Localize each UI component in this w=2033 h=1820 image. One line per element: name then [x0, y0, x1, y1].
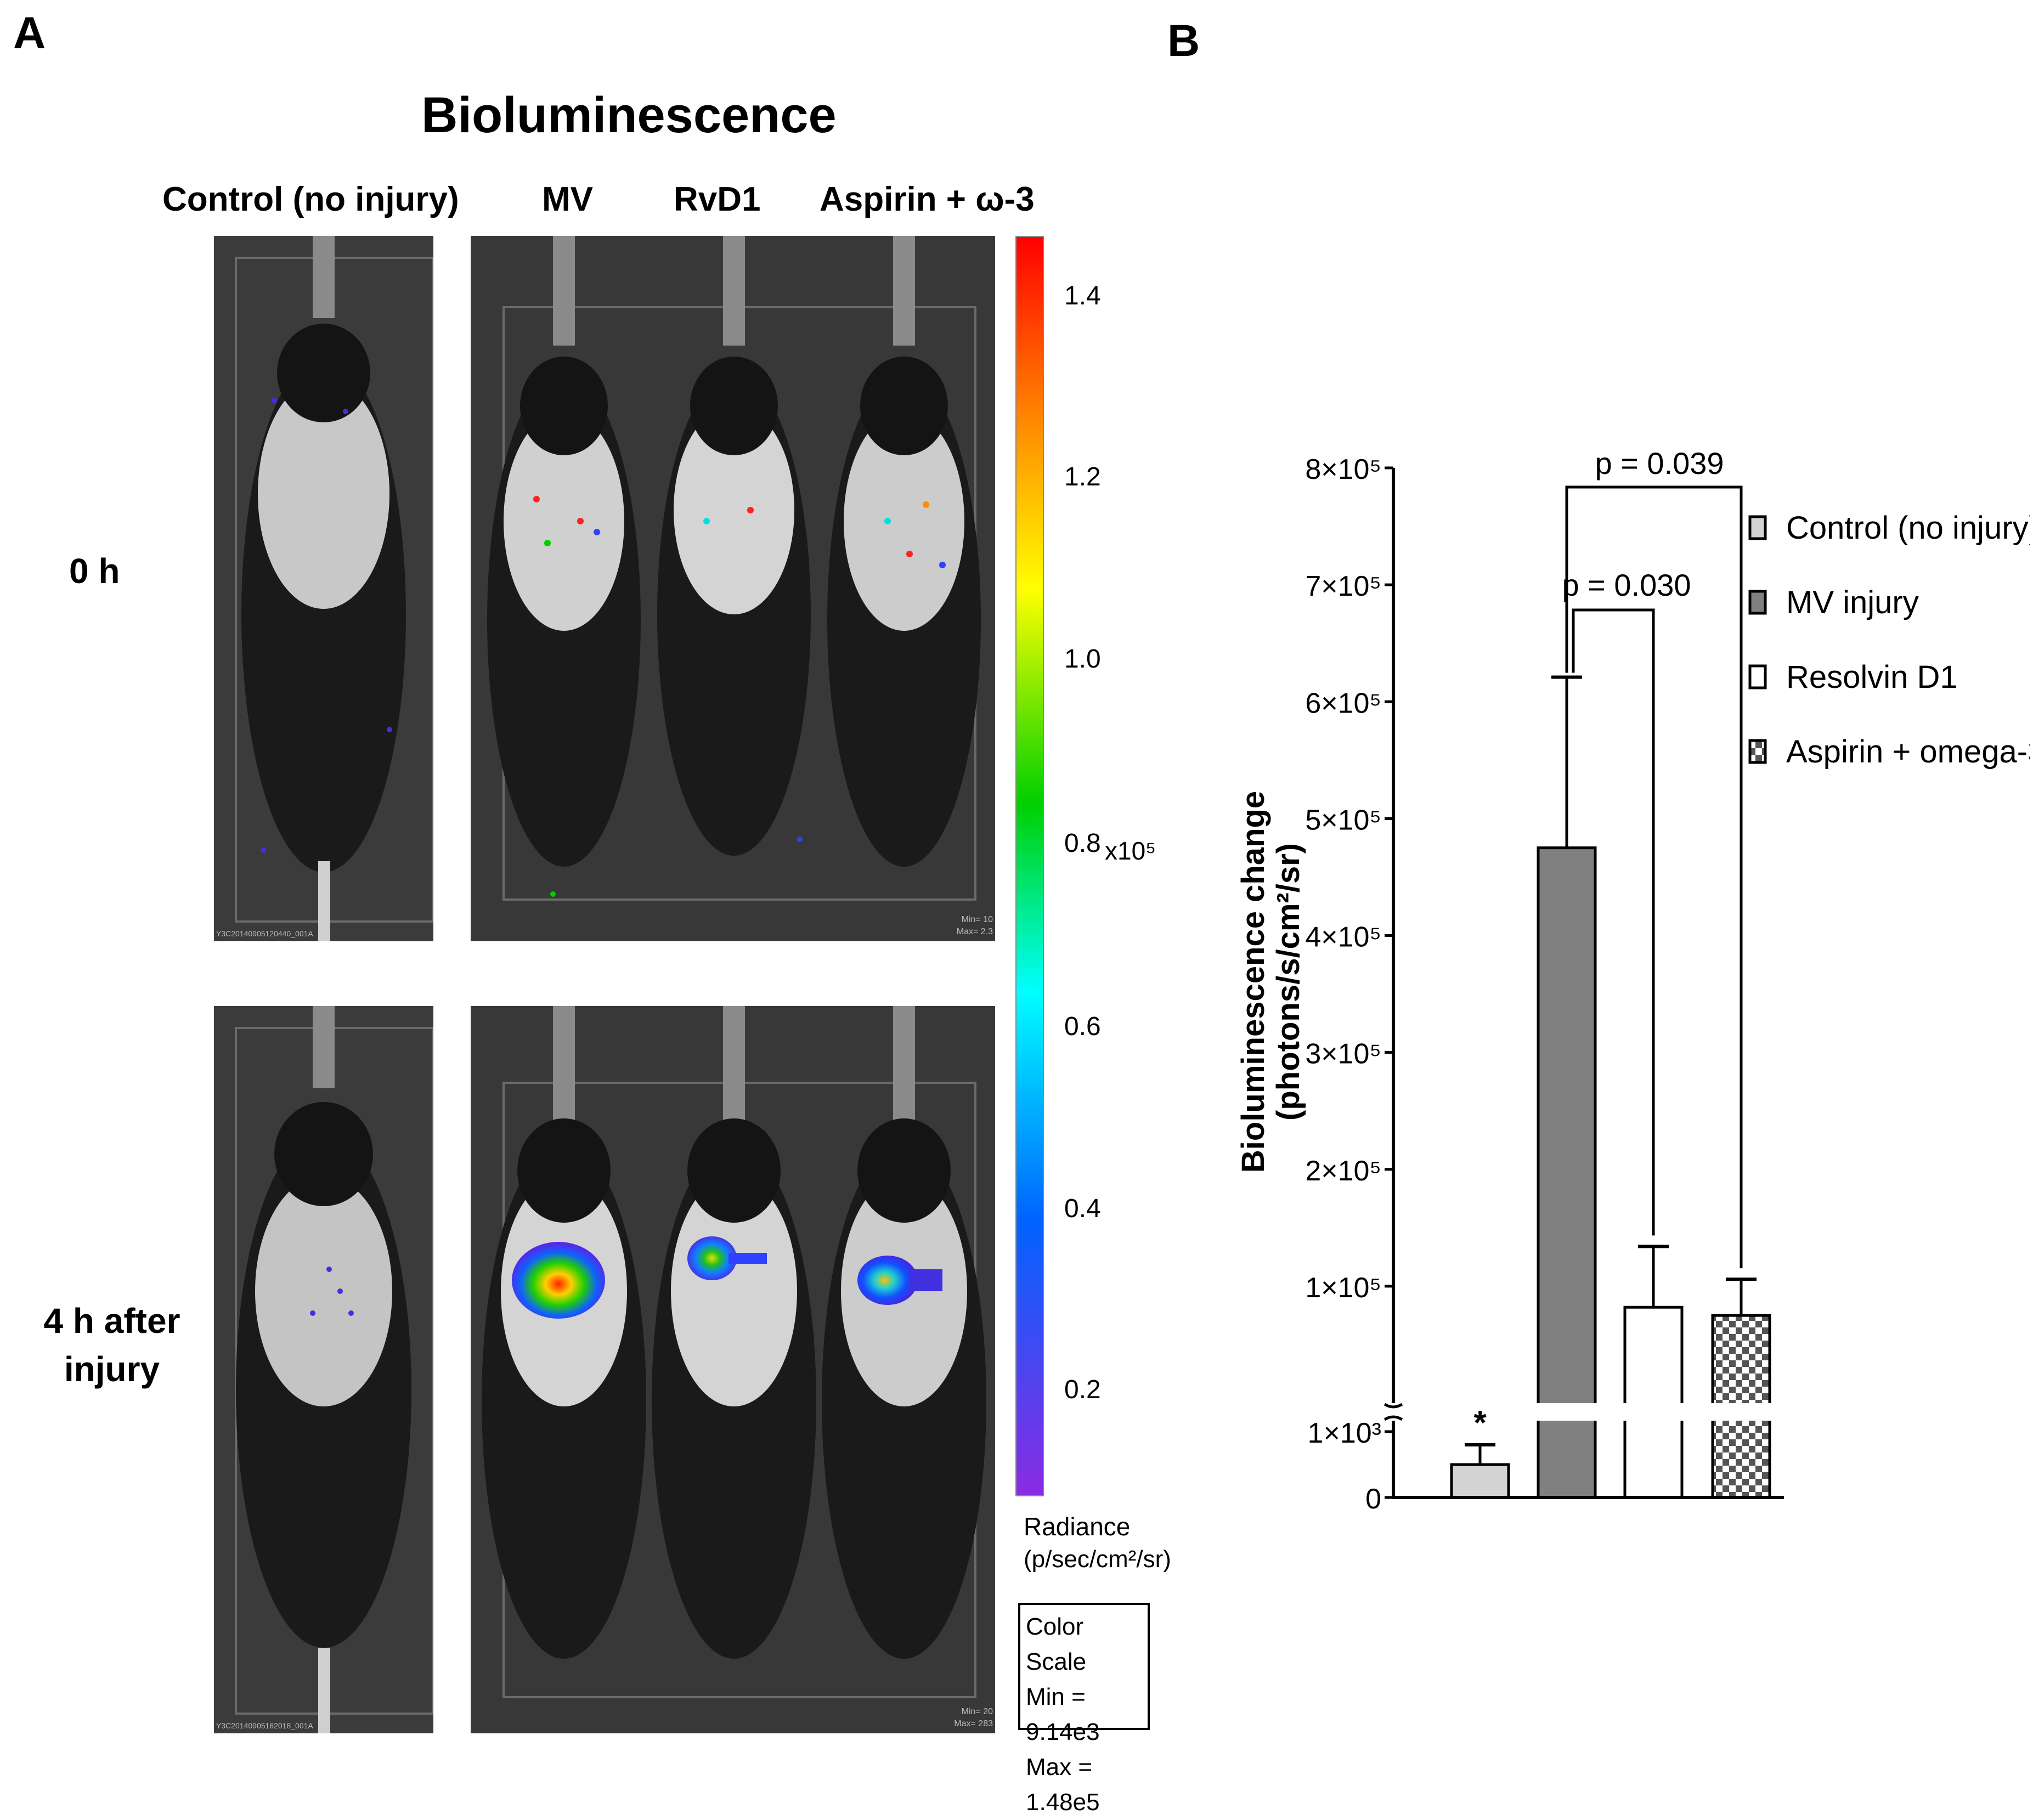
row-label-0h: 0 h — [69, 551, 120, 591]
column-label-rvd1: RvD1 — [674, 180, 761, 218]
column-label-control: Control (no injury) — [162, 180, 459, 218]
bar-chart: 1×10⁵ 2×10⁵ 3×10⁵ 4×10⁵ 5×10⁵ 6×10⁵ 7×10⁵ 8×10⁵… — [1235, 446, 2030, 1515]
legend-swatch-2 — [1748, 664, 1767, 689]
image-groups-4h: Min= 20 Max= 283 — [471, 1006, 995, 1733]
image-stamp-control-0h: Y3C20140905120440_001A — [216, 929, 313, 938]
legend-swatch-1 — [1748, 590, 1767, 615]
bar-0 — [1450, 1463, 1510, 1499]
image-control-4h: Y3C20140905162018_001A — [214, 1006, 433, 1733]
significance-bracket-1 — [1572, 608, 1655, 1236]
y-axis-title-line2: (photons/s/cm²/sr) — [1270, 843, 1306, 1121]
legend-label-2: Resolvin D1 — [1786, 659, 1958, 695]
legend-label-0: Control (no injury) — [1786, 510, 2030, 546]
image-stamp-groups-4h-min: Min= 20 — [961, 1707, 993, 1716]
colorbar-tick-1-2: 1.2 — [1064, 462, 1101, 491]
colorbar-tick-0-6: 0.6 — [1064, 1012, 1101, 1041]
y-tick-label-lower-1: 1×10³ — [1308, 1417, 1381, 1449]
radiance-label: Radiance — [1024, 1512, 1131, 1541]
y-tick-label-upper-6: 7×10⁵ — [1305, 570, 1381, 602]
colorbar-tick-0-4: 0.4 — [1064, 1194, 1101, 1223]
radiance-units: (p/sec/cm²/sr) — [1024, 1546, 1171, 1573]
legend-label-1: MV injury — [1786, 585, 1919, 620]
image-groups-0h: Min= 10 Max= 2.3 — [471, 236, 995, 941]
color-scale-max: Max = 1.48e5 — [1026, 1754, 1100, 1816]
panel-a-letter: A — [13, 8, 46, 58]
legend-swatch-3 — [1748, 739, 1767, 764]
significance-label-0: p = 0.039 — [1595, 446, 1724, 481]
image-stamp-groups-0h-max: Max= 2.3 — [956, 927, 993, 936]
axis-break-mark-low — [1383, 1415, 1403, 1421]
legend-label-3: Aspirin + omega-3 — [1786, 734, 2030, 770]
colorbar-exponent: x10⁵ — [1105, 836, 1156, 865]
y-tick-label-upper-3: 4×10⁵ — [1305, 922, 1381, 953]
y-tick-label-upper-4: 5×10⁵ — [1305, 804, 1381, 836]
column-label-aspirin: Aspirin + ω-3 — [820, 180, 1035, 218]
axis-break-gap — [1426, 1403, 1777, 1421]
y-tick-label-lower-0: 0 — [1365, 1483, 1381, 1515]
significance-label-1: p = 0.030 — [1562, 568, 1691, 602]
image-control-0h: Y3C20140905120440_001A — [214, 236, 433, 941]
panel-a-title: Bioluminescence — [421, 87, 837, 143]
colorbar-tick-1-0: 1.0 — [1064, 645, 1101, 674]
bar-2 — [1623, 1305, 1684, 1499]
legend-swatch-0 — [1748, 515, 1767, 540]
y-tick-label-upper-7: 8×10⁵ — [1305, 454, 1381, 485]
colorbar — [1015, 236, 1044, 1496]
colorbar-tick-0-8: 0.8 — [1064, 829, 1101, 858]
y-tick-label-upper-1: 2×10⁵ — [1305, 1155, 1381, 1187]
color-scale-min: Min = 9.14e3 — [1026, 1683, 1100, 1745]
y-axis-title-line1: Bioluminescence change — [1235, 791, 1271, 1173]
column-label-mv: MV — [542, 180, 593, 218]
image-stamp-groups-0h-min: Min= 10 — [961, 915, 993, 924]
row-label-4h: 4 h after injury — [43, 1301, 180, 1389]
significance-asterisk: * — [1473, 1404, 1487, 1441]
color-scale-box: Color Scale Min = 9.14e3 Max = 1.48e5 — [1018, 1603, 1150, 1816]
y-tick-label-upper-2: 3×10⁵ — [1305, 1038, 1381, 1070]
axis-break-mark-high — [1383, 1403, 1403, 1409]
color-scale-title: Color Scale — [1026, 1613, 1087, 1675]
image-stamp-control-4h: Y3C20140905162018_001A — [216, 1721, 313, 1730]
y-tick-label-upper-5: 6×10⁵ — [1305, 687, 1381, 719]
colorbar-tick-0-2: 0.2 — [1064, 1375, 1101, 1404]
colorbar-tick-1-4: 1.4 — [1064, 281, 1101, 310]
bar-1 — [1537, 846, 1597, 1499]
significance-bracket-0 — [1565, 485, 1743, 1269]
image-stamp-groups-4h-max: Max= 283 — [954, 1719, 993, 1728]
y-tick-label-upper-0: 1×10⁵ — [1305, 1272, 1381, 1304]
panel-b-letter: B — [1167, 16, 1200, 66]
